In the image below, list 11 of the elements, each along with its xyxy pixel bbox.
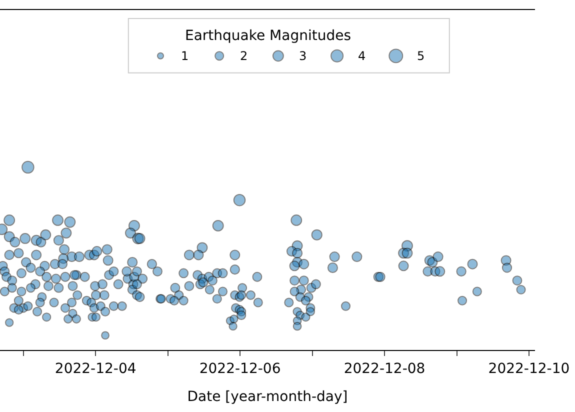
x-tick-label: 2022-12-10 [488,360,570,377]
legend-label: 1 [181,49,189,63]
legend-label: 5 [417,49,425,63]
legend-label: 2 [240,49,248,63]
x-axis-title: Date [year-month-day] [187,389,348,406]
legend-title: Earthquake Magnitudes [185,28,352,44]
legend-label: 4 [358,49,366,63]
legend-label: 3 [299,49,307,63]
x-tick-label: 2022-12-04 [54,360,136,377]
x-tick-label: 2022-12-06 [199,360,281,377]
x-tick-label: 2022-12-08 [344,360,426,377]
